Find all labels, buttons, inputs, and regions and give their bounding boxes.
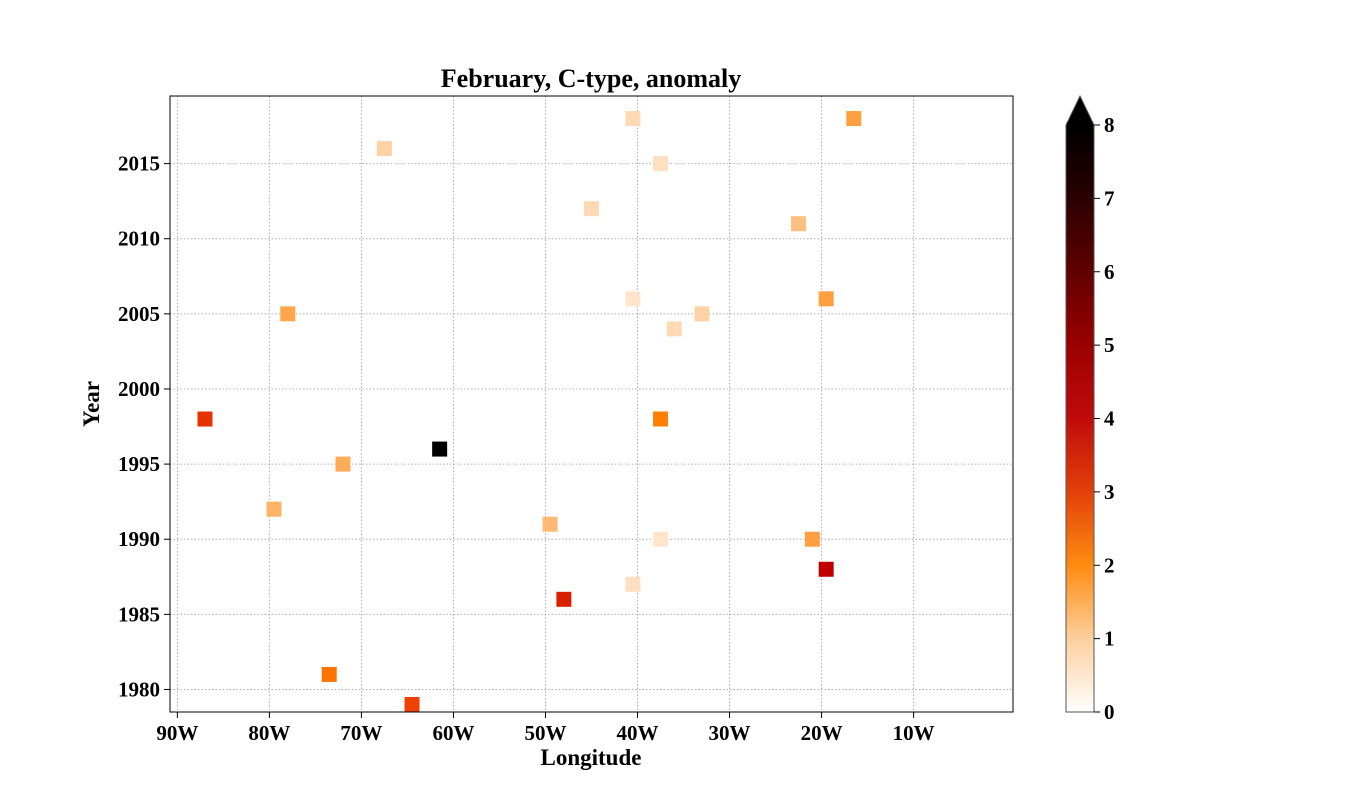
chart-title: February, C-type, anomaly: [441, 64, 741, 93]
x-tick-label: 50W: [524, 721, 566, 745]
colorbar-ticks: 0 1 2 3 4 5 6 7 8: [1094, 113, 1115, 724]
y-axis: 1980 1985 1990 1995 2000 2005 2010 2015: [118, 152, 170, 701]
y-tick-label: 1980: [118, 677, 160, 701]
x-tick-label: 70W: [340, 721, 382, 745]
y-tick-label: 2015: [118, 152, 160, 176]
data-point: [625, 576, 641, 592]
x-tick-label: 30W: [709, 721, 751, 745]
y-tick-label: 2010: [118, 227, 160, 251]
y-tick-label: 2005: [118, 302, 160, 326]
data-point: [404, 696, 420, 712]
data-points: [197, 111, 862, 712]
y-tick-label: 2000: [118, 377, 160, 401]
data-point: [818, 291, 834, 307]
plot-area-frame: [169, 95, 1014, 713]
x-tick-label: 10W: [893, 721, 935, 745]
colorbar-tick-label: 8: [1104, 113, 1115, 137]
colorbar-gradient: [1066, 125, 1094, 712]
data-point: [556, 591, 572, 607]
data-point: [846, 111, 862, 127]
data-point: [542, 516, 558, 532]
data-point: [653, 531, 669, 547]
x-tick-label: 80W: [248, 721, 290, 745]
x-axis: 90W 80W 70W 60W 50W 40W 30W 20W 10W: [156, 712, 935, 745]
x-tick-label: 20W: [801, 721, 843, 745]
data-point: [335, 456, 351, 472]
data-point: [625, 291, 641, 307]
colorbar: 0 1 2 3 4 5 6 7 8: [1065, 94, 1115, 724]
data-point: [280, 306, 296, 322]
grid-lines: [170, 96, 1013, 712]
data-point: [321, 666, 337, 682]
x-tick-label: 90W: [156, 721, 198, 745]
data-point: [666, 321, 682, 337]
colorbar-tick-label: 3: [1104, 480, 1115, 504]
x-tick-label: 40W: [617, 721, 659, 745]
data-point: [432, 441, 448, 457]
data-point: [818, 561, 834, 577]
data-point: [694, 306, 710, 322]
data-point: [584, 201, 599, 217]
data-point: [804, 531, 820, 547]
colorbar-tick-label: 0: [1104, 700, 1115, 724]
x-tick-label: 60W: [432, 721, 474, 745]
y-tick-label: 1995: [118, 452, 160, 476]
data-point: [266, 501, 282, 517]
colorbar-tick-label: 1: [1104, 627, 1115, 651]
y-axis-label: Year: [79, 381, 104, 427]
y-tick-label: 1985: [118, 602, 160, 626]
colorbar-tick-label: 4: [1104, 407, 1115, 431]
colorbar-tick-label: 7: [1104, 186, 1115, 210]
colorbar-tick-label: 5: [1104, 333, 1115, 357]
data-point: [197, 411, 213, 427]
colorbar-tick-label: 6: [1104, 260, 1115, 284]
data-point: [376, 141, 392, 157]
colorbar-outline: [1065, 94, 1095, 713]
data-point: [625, 111, 641, 127]
data-point: [791, 216, 807, 232]
data-point: [653, 156, 669, 172]
colorbar-tick-label: 2: [1104, 553, 1115, 577]
colorbar-extend-arrow: [1066, 96, 1094, 125]
y-tick-label: 1990: [118, 527, 160, 551]
data-point: [653, 411, 669, 427]
x-axis-label: Longitude: [541, 745, 642, 770]
